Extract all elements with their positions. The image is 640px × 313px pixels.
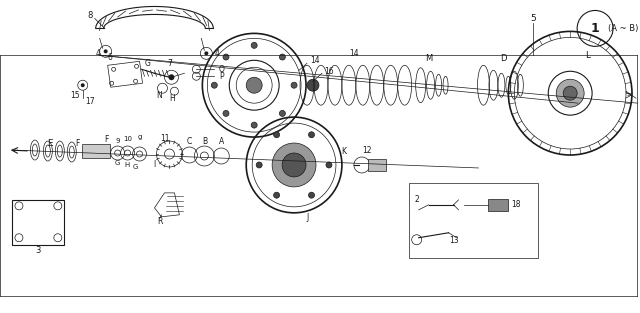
Text: g: g [138,134,141,140]
Circle shape [282,153,306,177]
Text: 18: 18 [511,200,521,209]
Text: R: R [157,217,162,226]
Circle shape [256,162,262,168]
Text: F: F [76,139,80,147]
Text: 17: 17 [85,97,95,106]
Circle shape [563,86,577,100]
Circle shape [326,162,332,168]
Circle shape [211,82,218,88]
Text: H: H [124,162,129,168]
Circle shape [251,42,257,48]
Text: (A ~ B): (A ~ B) [608,24,638,33]
Text: G: G [145,59,150,68]
Circle shape [272,143,316,187]
Text: 7: 7 [167,59,172,68]
Text: E: E [47,139,52,147]
Text: 1: 1 [591,22,600,35]
Text: 6: 6 [108,53,112,62]
Text: I: I [154,161,156,169]
Text: N: N [157,91,163,100]
Bar [82,144,109,158]
Circle shape [308,192,314,198]
Text: O: O [218,65,224,74]
Text: B: B [202,136,207,146]
Circle shape [246,77,262,93]
Text: D: D [500,54,507,63]
Circle shape [274,132,280,138]
Text: 8: 8 [87,11,92,20]
Text: G: G [133,164,138,170]
Circle shape [274,192,280,198]
Bar [488,199,508,211]
Text: F: F [104,135,109,144]
Text: 3: 3 [35,246,40,255]
Text: P: P [219,72,223,81]
Bar [12,200,64,245]
Text: 13: 13 [449,236,458,245]
Text: 2: 2 [414,195,419,204]
Text: 15: 15 [70,91,79,100]
Bar [368,159,386,171]
Text: K: K [341,146,346,156]
Text: M: M [425,54,432,63]
Text: 12: 12 [362,146,372,155]
Text: G: G [115,160,120,166]
Text: 4: 4 [95,49,100,58]
Text: H: H [170,94,175,103]
Text: 16: 16 [324,67,334,76]
Text: L: L [586,51,591,60]
Circle shape [223,110,229,116]
Text: J: J [306,213,308,222]
Circle shape [204,51,209,55]
Text: 10: 10 [123,136,132,142]
Text: 5: 5 [531,14,536,23]
Text: 14: 14 [349,49,358,58]
Circle shape [280,54,285,60]
Text: 14: 14 [310,56,320,65]
Text: 4: 4 [215,49,220,58]
Bar [409,183,538,258]
Circle shape [223,54,229,60]
Text: A: A [219,136,224,146]
Circle shape [308,132,314,138]
Circle shape [307,79,319,91]
Circle shape [280,110,285,116]
Circle shape [81,83,84,87]
Circle shape [168,74,175,80]
Circle shape [291,82,297,88]
Text: 9: 9 [115,138,120,144]
Text: C: C [187,136,192,146]
Circle shape [251,122,257,128]
Text: 11: 11 [160,134,169,142]
Circle shape [556,79,584,107]
Circle shape [104,49,108,53]
